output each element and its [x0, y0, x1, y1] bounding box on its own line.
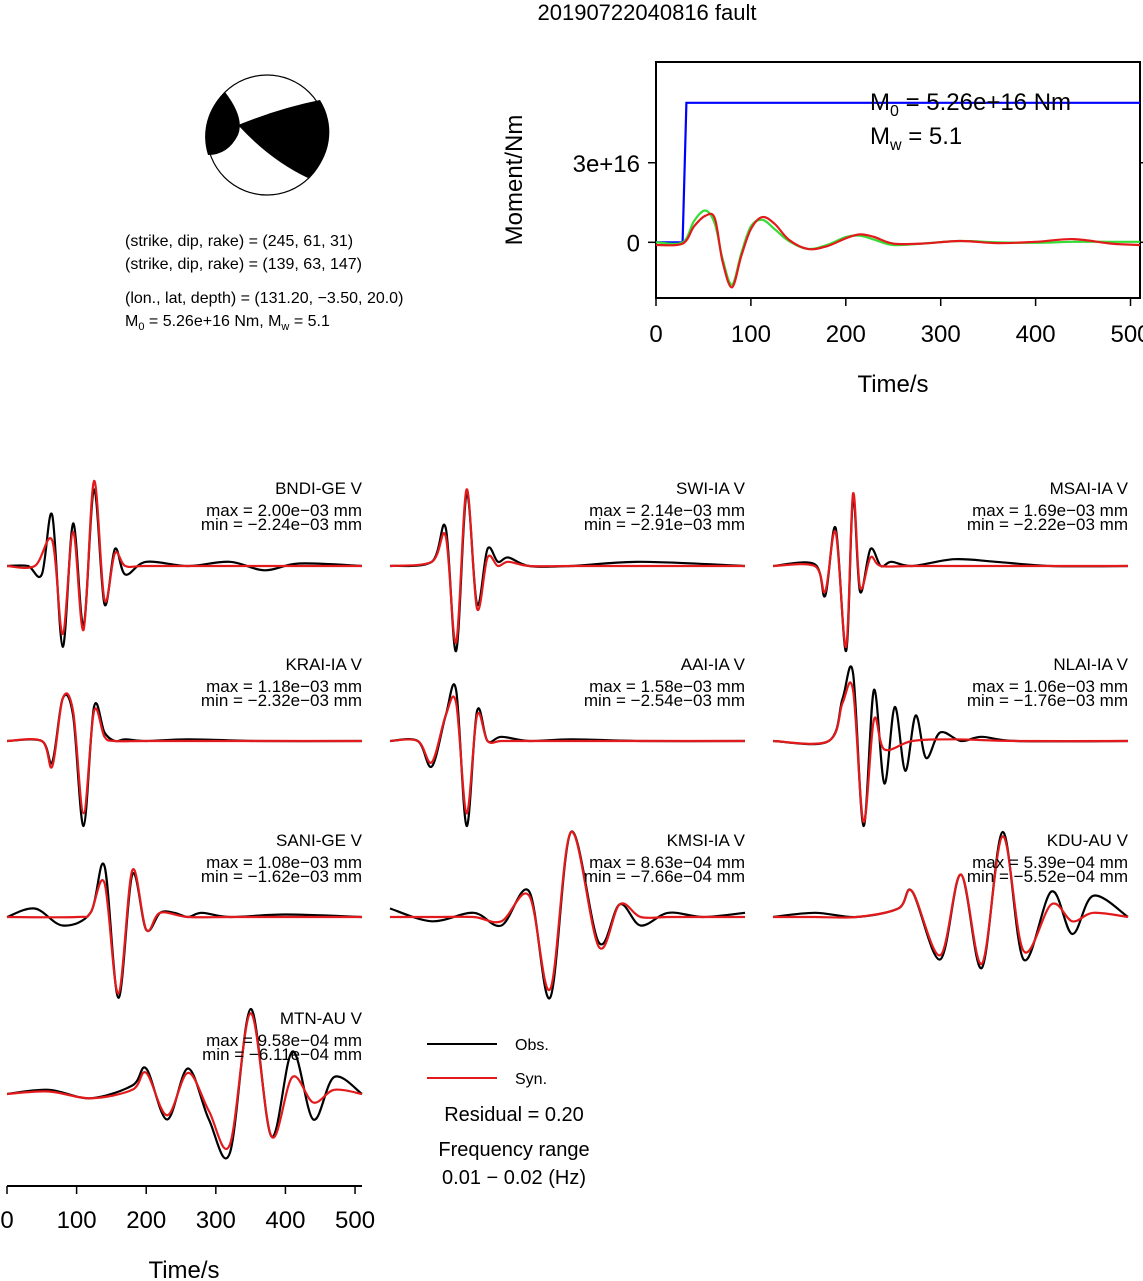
moment-ytick-label: 3e+16 — [573, 151, 640, 178]
trace-min: min = −2.24e−03 mm — [201, 515, 362, 534]
moment-xtick-label: 200 — [826, 321, 866, 348]
mw-label: Mw = 5.1 — [870, 123, 962, 154]
legend: Obs. Syn. Residual = 0.20 Frequency rang… — [427, 1037, 590, 1189]
trace-syn — [6, 479, 362, 636]
station-name: SANI-GE V — [276, 831, 363, 850]
trace-min: min = −2.22e−03 mm — [967, 515, 1128, 534]
moment-ylabel: Moment/Nm — [501, 115, 528, 246]
trace-min: min = −5.52e−04 mm — [967, 867, 1128, 886]
moment-series-red — [655, 212, 1141, 289]
station-name: AAI-IA V — [681, 655, 746, 674]
trace-syn — [6, 1012, 363, 1150]
waveform-xlabel: Time/s — [148, 1257, 219, 1281]
beachball-icon — [205, 74, 330, 196]
station-name: MSAI-IA V — [1050, 479, 1129, 498]
moment-xtick-label: 300 — [921, 321, 961, 348]
trace-min: min = −7.66e−04 mm — [584, 867, 745, 886]
trace-max: max = 1.08e−03 mm — [206, 853, 362, 872]
figure-title: 20190722040816 fault — [538, 0, 757, 25]
trace-max: max = 5.39e−04 mm — [972, 853, 1128, 872]
time-tick-label: 400 — [265, 1207, 305, 1234]
trace-max: max = 1.06e−03 mm — [972, 677, 1128, 696]
trace-max: max = 2.00e−03 mm — [206, 501, 362, 520]
station-name: KRAI-IA V — [285, 655, 362, 674]
trace-syn — [773, 835, 1129, 965]
frequency-title: Frequency range — [438, 1139, 589, 1161]
trace-max: max = 8.63e−04 mm — [589, 853, 745, 872]
trace-syn — [772, 681, 1129, 823]
waveform-time-axis: 0 100 200 300 400 500 — [0, 1185, 375, 1234]
trace-syn — [6, 692, 362, 815]
mechanism-line-1: (strike, dip, rake) = (245, 61, 31) — [125, 233, 353, 250]
residual-label: Residual = 0.20 — [444, 1104, 584, 1126]
legend-syn-label: Syn. — [515, 1071, 547, 1088]
frequency-range: 0.01 − 0.02 (Hz) — [442, 1167, 586, 1189]
time-tick-label: 200 — [126, 1207, 166, 1234]
time-tick-label: 300 — [196, 1207, 236, 1234]
moment-series-green — [655, 209, 1140, 286]
moment-xtick-label: 400 — [1016, 321, 1056, 348]
time-tick-label: 100 — [57, 1207, 97, 1234]
trace-max: max = 1.69e−03 mm — [972, 501, 1128, 520]
trace-min: min = −2.91e−03 mm — [584, 515, 745, 534]
m0-label: M0 = 5.26e+16 Nm — [870, 89, 1071, 120]
trace-syn — [389, 488, 745, 644]
trace-syn — [389, 695, 745, 815]
station-name: BNDI-GE V — [275, 479, 363, 498]
legend-obs-label: Obs. — [515, 1037, 549, 1054]
location-line: (lon., lat, depth) = (131.20, −3.50, 20.… — [125, 290, 403, 307]
moment-series-group — [655, 101, 1141, 289]
trace-max: max = 9.58e−04 mm — [206, 1031, 362, 1050]
moment-rate-plot: 010020030040050003e+16 M0 = 5.26e+16 Nm … — [501, 61, 1143, 398]
trace-syn — [772, 492, 1128, 648]
trace-min: min = −2.54e−03 mm — [584, 691, 745, 710]
moment-series-blue — [656, 101, 1140, 244]
trace-min: min = −1.62e−03 mm — [201, 867, 362, 886]
moment-xtick-label: 100 — [731, 321, 771, 348]
trace-max: max = 1.58e−03 mm — [589, 677, 745, 696]
moment-axes: 0 100 200 300 400 500 0 3e+16 — [573, 151, 1143, 348]
moment-xtick-label: 500 — [1110, 321, 1143, 348]
station-name: NLAI-IA V — [1053, 655, 1128, 674]
station-name: KDU-AU V — [1047, 831, 1129, 850]
trace-min: min = −2.32e−03 mm — [201, 691, 362, 710]
mechanism-line-2: (strike, dip, rake) = (139, 63, 147) — [125, 256, 362, 273]
station-name: KMSI-IA V — [667, 831, 746, 850]
moment-ytick-label: 0 — [627, 230, 640, 257]
trace-min: min = −1.76e−03 mm — [967, 691, 1128, 710]
trace-max: max = 2.14e−03 mm — [589, 501, 745, 520]
moment-line: M0 = 5.26e+16 Nm, Mw = 5.1 — [125, 313, 330, 333]
moment-plot-frame — [655, 61, 1141, 299]
moment-xtick-label: 0 — [649, 321, 662, 348]
time-tick-label: 500 — [335, 1207, 375, 1234]
moment-xlabel: Time/s — [857, 371, 928, 398]
station-name: SWI-IA V — [676, 479, 746, 498]
trace-syn — [6, 868, 362, 995]
station-name: MTN-AU V — [280, 1009, 363, 1028]
time-tick-label: 0 — [0, 1207, 13, 1234]
trace-syn — [390, 830, 745, 991]
trace-max: max = 1.18e−03 mm — [206, 677, 362, 696]
trace-obs — [6, 1007, 363, 1160]
trace-min: min = −6.11e−04 mm — [202, 1045, 362, 1064]
